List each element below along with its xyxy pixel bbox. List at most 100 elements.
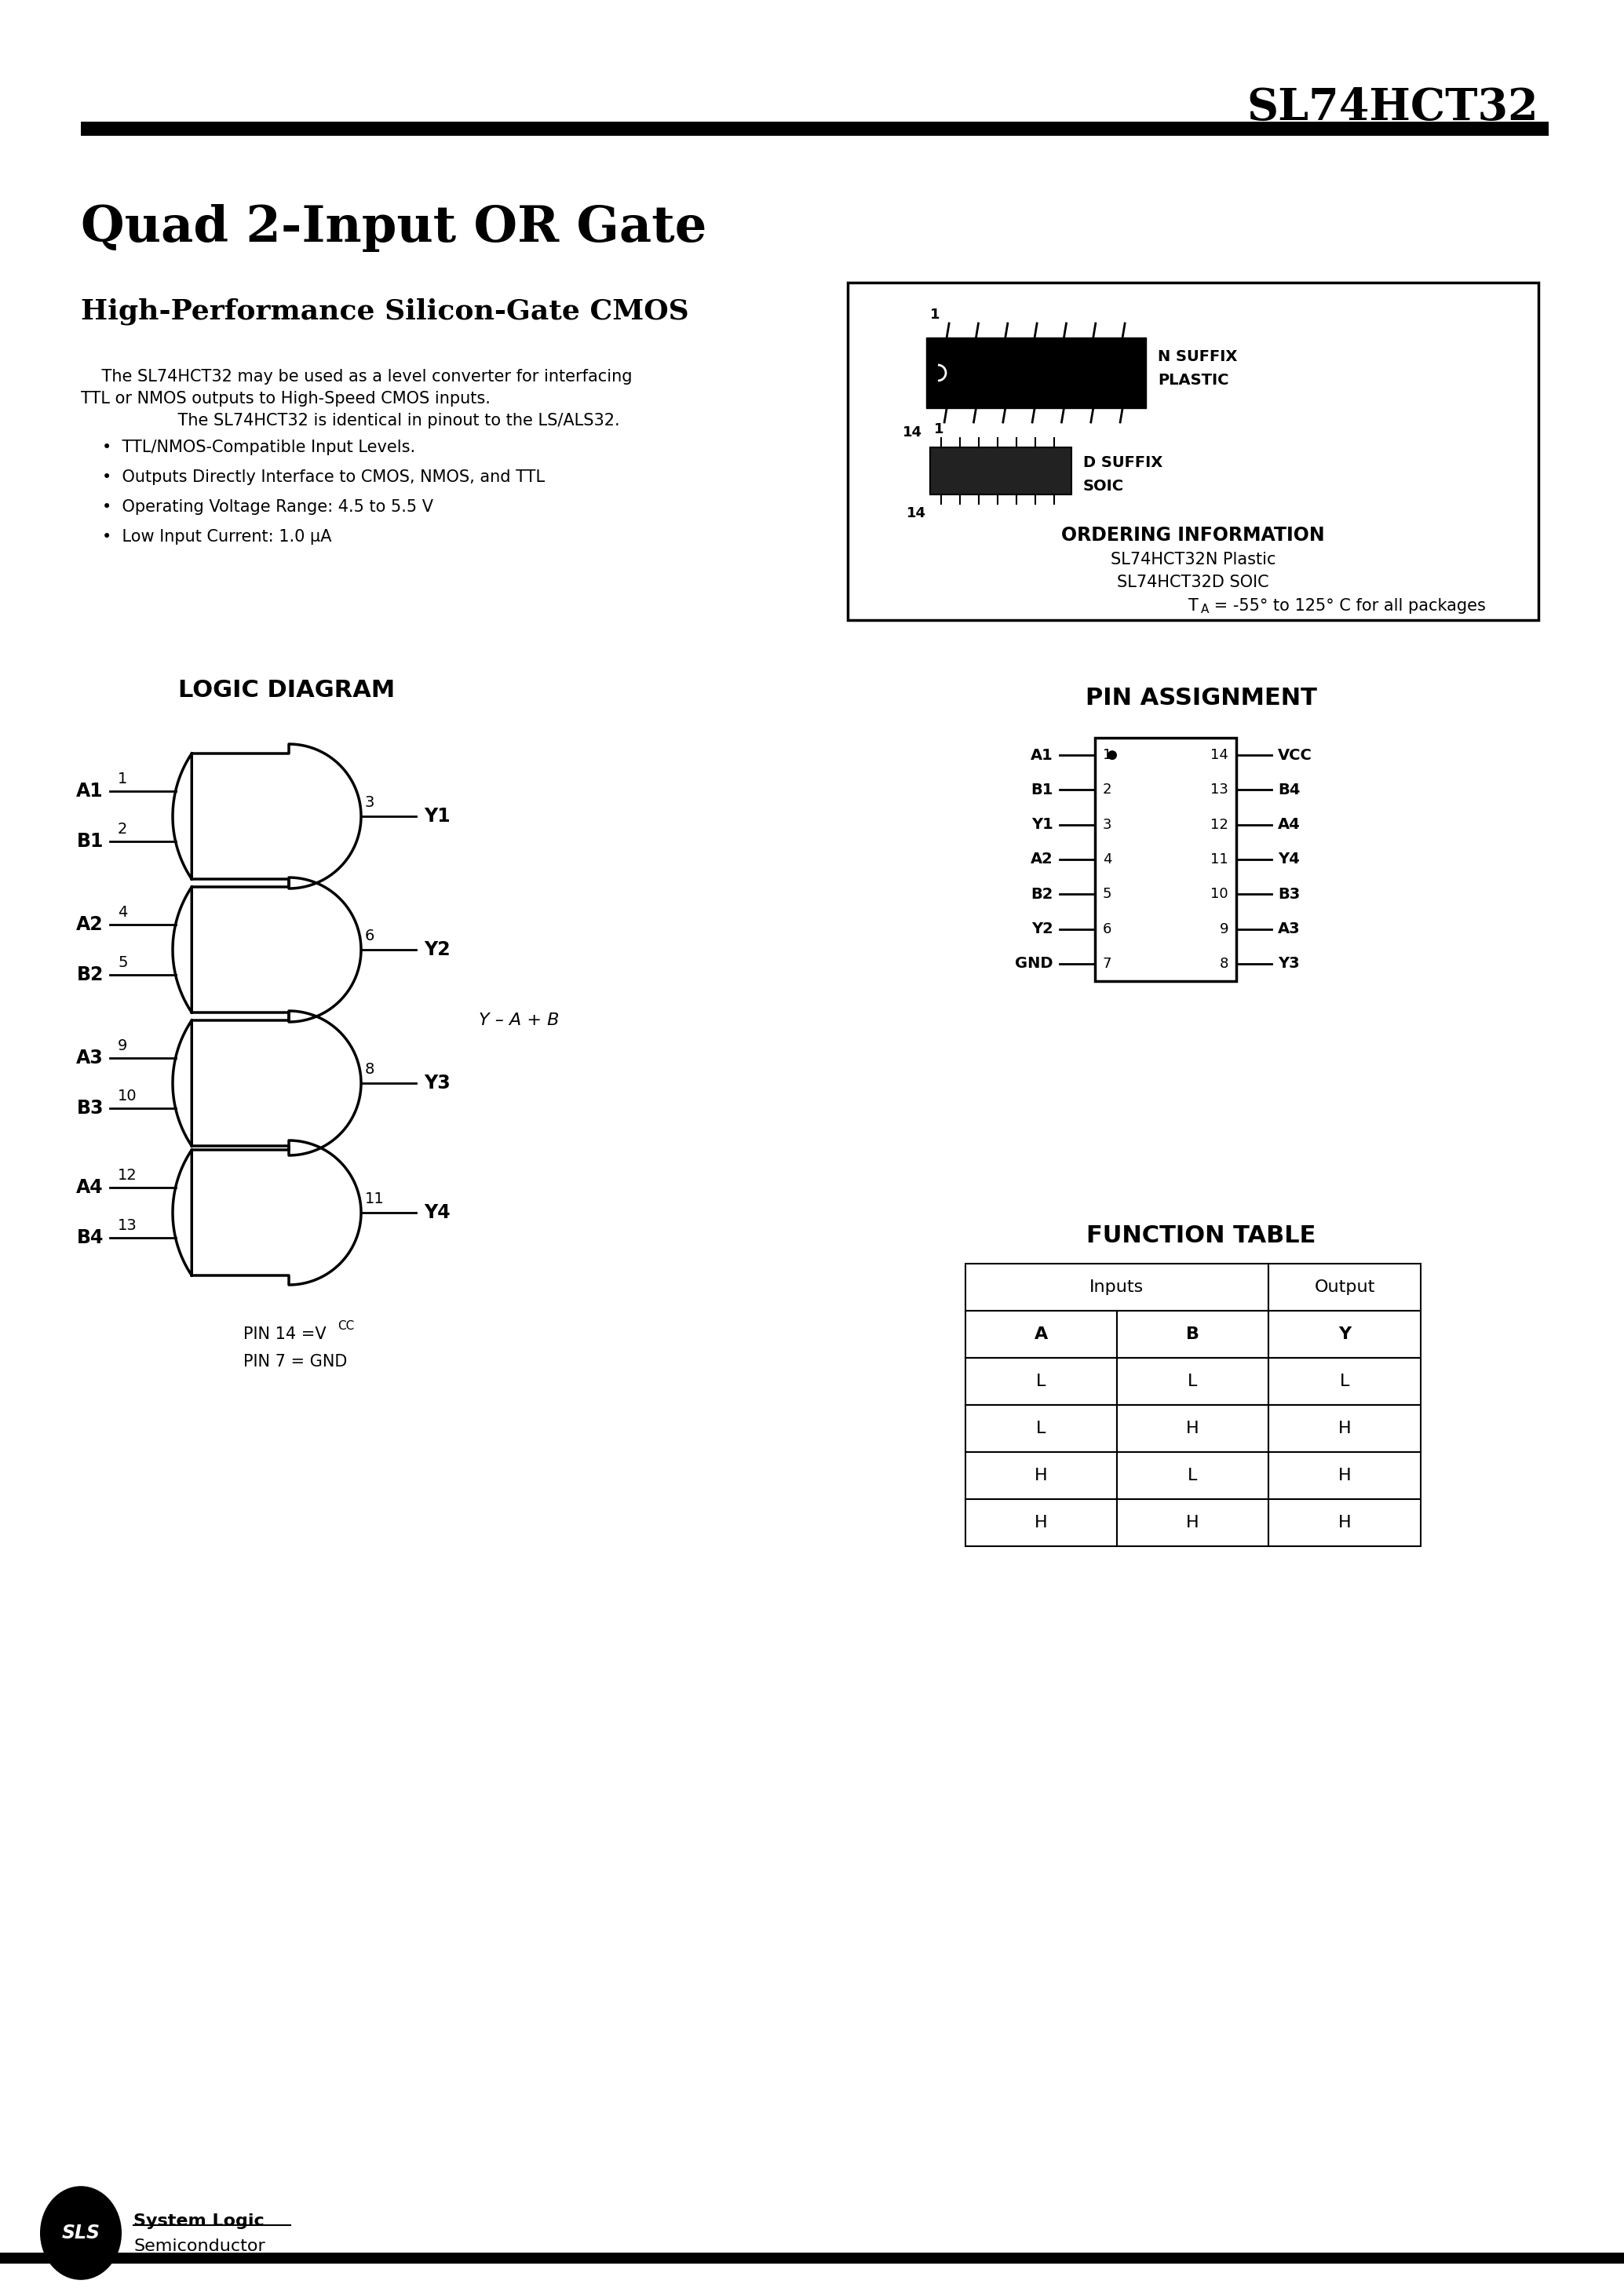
FancyBboxPatch shape	[926, 337, 1147, 409]
Text: Y2: Y2	[424, 941, 450, 959]
Text: ORDERING INFORMATION: ORDERING INFORMATION	[1062, 526, 1325, 544]
Bar	[1117, 1359, 1268, 1405]
Text: SL74HCT32: SL74HCT32	[1247, 87, 1538, 129]
Text: 10: 10	[1210, 888, 1228, 902]
Text: L: L	[1187, 1372, 1197, 1388]
Text: A1: A1	[1031, 748, 1054, 762]
Bar	[0, 2254, 1624, 2263]
Text: FUNCTION TABLE: FUNCTION TABLE	[1086, 1226, 1315, 1246]
Text: 12: 12	[1210, 817, 1228, 831]
Bar	[965, 1453, 1117, 1499]
Text: Y1: Y1	[1031, 817, 1054, 833]
Text: 14: 14	[906, 507, 926, 521]
Text: 9: 9	[117, 1037, 127, 1053]
Bar	[1268, 1265, 1421, 1310]
Text: A4: A4	[1278, 817, 1301, 833]
Text: A4: A4	[76, 1177, 104, 1198]
Text: The SL74HCT32 may be used as a level converter for interfacing: The SL74HCT32 may be used as a level con…	[81, 369, 632, 386]
Text: •  Low Input Current: 1.0 μA: • Low Input Current: 1.0 μA	[102, 530, 331, 544]
Text: Y4: Y4	[424, 1203, 450, 1221]
Bar	[1268, 1453, 1421, 1499]
Text: L: L	[1036, 1421, 1046, 1437]
Text: PIN 14 =V: PIN 14 =V	[244, 1327, 326, 1343]
Text: Quad 2-Input OR Gate: Quad 2-Input OR Gate	[81, 204, 706, 252]
Polygon shape	[172, 877, 361, 1021]
Text: A2: A2	[1031, 851, 1054, 868]
Text: L: L	[1340, 1372, 1350, 1388]
Text: 13: 13	[117, 1219, 136, 1232]
Text: B: B	[1186, 1327, 1200, 1343]
Text: 9: 9	[1220, 923, 1228, 936]
Text: SL74HCT32N Plastic: SL74HCT32N Plastic	[1111, 551, 1276, 567]
Text: 6: 6	[1103, 923, 1112, 936]
Text: 11: 11	[1210, 851, 1228, 868]
Text: PIN ASSIGNMENT: PIN ASSIGNMENT	[1085, 686, 1317, 709]
Text: 13: 13	[1210, 783, 1228, 796]
Bar	[1117, 1499, 1268, 1547]
Text: B4: B4	[1278, 783, 1301, 796]
Text: B2: B2	[76, 966, 104, 985]
Text: B2: B2	[1031, 886, 1054, 902]
Bar	[1117, 1453, 1268, 1499]
Text: •  Outputs Directly Interface to CMOS, NMOS, and TTL: • Outputs Directly Interface to CMOS, NM…	[102, 470, 544, 484]
Text: 1: 1	[1103, 748, 1112, 762]
Text: •  TTL/NMOS-Compatible Input Levels.: • TTL/NMOS-Compatible Input Levels.	[102, 441, 416, 454]
Text: 14: 14	[1210, 748, 1228, 762]
Text: 10: 10	[117, 1088, 136, 1104]
Text: Output: Output	[1314, 1278, 1376, 1294]
Text: A: A	[1034, 1327, 1047, 1343]
Text: D SUFFIX: D SUFFIX	[1083, 454, 1163, 470]
Bar	[965, 1499, 1117, 1547]
Bar	[1268, 1405, 1421, 1453]
Text: 1: 1	[117, 771, 127, 787]
Text: 4: 4	[1103, 851, 1112, 868]
Text: H: H	[1186, 1421, 1199, 1437]
Text: 14: 14	[903, 425, 922, 441]
Text: B3: B3	[1278, 886, 1301, 902]
Text: PLASTIC: PLASTIC	[1158, 372, 1229, 388]
Bar	[1117, 1310, 1268, 1359]
Text: A3: A3	[76, 1049, 104, 1067]
Text: Y2: Y2	[1031, 923, 1054, 936]
Text: 11: 11	[365, 1191, 385, 1207]
Text: Inputs: Inputs	[1090, 1278, 1145, 1294]
Text: System Logic: System Logic	[133, 2212, 265, 2228]
Text: Y – A + B: Y – A + B	[479, 1012, 559, 1028]
FancyBboxPatch shape	[931, 448, 1072, 493]
Text: 12: 12	[117, 1168, 136, 1182]
Text: Y3: Y3	[424, 1074, 450, 1092]
Text: 3: 3	[365, 794, 375, 810]
Text: N SUFFIX: N SUFFIX	[1158, 349, 1237, 365]
Text: 2: 2	[1103, 783, 1112, 796]
Bar	[1117, 1405, 1268, 1453]
Text: T: T	[1189, 599, 1199, 613]
Text: H: H	[1034, 1515, 1047, 1531]
Text: = -55° to 125° C for all packages: = -55° to 125° C for all packages	[1208, 599, 1486, 613]
Text: •  Operating Voltage Range: 4.5 to 5.5 V: • Operating Voltage Range: 4.5 to 5.5 V	[102, 500, 434, 514]
Polygon shape	[172, 1141, 361, 1285]
Text: TTL or NMOS outputs to High-Speed CMOS inputs.: TTL or NMOS outputs to High-Speed CMOS i…	[81, 390, 490, 406]
Text: PIN 7 = GND: PIN 7 = GND	[244, 1354, 348, 1370]
Text: H: H	[1338, 1421, 1351, 1437]
Text: B1: B1	[76, 833, 104, 851]
Text: L: L	[1036, 1372, 1046, 1388]
Text: 8: 8	[365, 1063, 375, 1076]
Text: H: H	[1338, 1515, 1351, 1531]
Text: A3: A3	[1278, 923, 1301, 936]
Text: H: H	[1338, 1469, 1351, 1483]
Bar	[1268, 1310, 1421, 1359]
Text: VCC: VCC	[1278, 748, 1312, 762]
Text: 6: 6	[365, 929, 375, 943]
Text: 2: 2	[117, 822, 127, 838]
Bar	[848, 282, 1538, 620]
Text: B1: B1	[1031, 783, 1054, 796]
Text: H: H	[1034, 1469, 1047, 1483]
Text: 3: 3	[1103, 817, 1112, 831]
Text: B3: B3	[76, 1099, 104, 1118]
Text: 5: 5	[117, 955, 128, 971]
Text: 5: 5	[1103, 888, 1112, 902]
Text: H: H	[1186, 1515, 1199, 1531]
Text: A1: A1	[76, 783, 104, 801]
Text: Y1: Y1	[424, 808, 450, 826]
Bar	[965, 1310, 1117, 1359]
